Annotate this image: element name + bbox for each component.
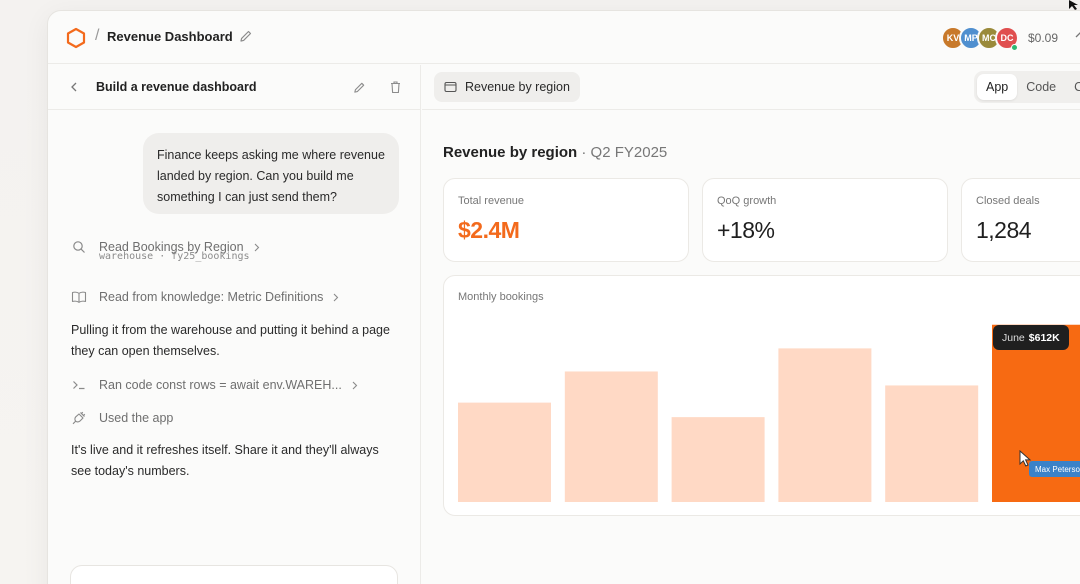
chart-tooltip: June $612K xyxy=(993,325,1069,350)
tool-step-read-knowledge[interactable]: Read from knowledge: Metric Definitions xyxy=(71,289,340,305)
message-composer[interactable] xyxy=(70,565,398,584)
assistant-message: Pulling it from the warehouse and puttin… xyxy=(71,323,390,358)
kpi-label: QoQ growth xyxy=(717,195,777,207)
app-window: / Revenue Dashboard KV MP MC DC $0.09 Bu… xyxy=(47,10,1080,584)
logo-icon[interactable] xyxy=(65,27,87,49)
search-icon xyxy=(73,241,85,253)
monthly-bookings-chart: Monthly bookings June $612K Max Peterson xyxy=(443,275,1080,516)
top-bar: / Revenue Dashboard KV MP MC DC $0.09 xyxy=(48,11,1080,64)
collaborator-avatars: KV MP MC DC xyxy=(941,26,1019,50)
dashboard-title: Revenue by region · Q2 FY2025 xyxy=(443,144,667,161)
breadcrumb-separator: / xyxy=(95,27,100,44)
tab-code[interactable]: Code xyxy=(1026,80,1057,94)
window-icon xyxy=(444,81,457,93)
cursor-icon xyxy=(1069,0,1078,10)
preview-header: Revenue by region App Code Co xyxy=(422,65,1080,110)
chart-bar[interactable] xyxy=(778,348,872,502)
kpi-label: Closed deals xyxy=(976,195,1040,207)
chart-bar[interactable] xyxy=(671,417,765,502)
usage-cost: $0.09 xyxy=(1028,31,1059,45)
pencil-icon[interactable] xyxy=(239,29,253,43)
chevron-right-icon xyxy=(254,243,259,251)
chat-panel: Build a revenue dashboard Finance keeps … xyxy=(48,65,421,584)
tab-app[interactable]: App xyxy=(977,74,1018,100)
pencil-icon[interactable] xyxy=(353,81,366,94)
tool-step-used-app[interactable]: Used the app xyxy=(71,410,173,426)
step-label: Ran code const rows = await env.WAREH... xyxy=(99,378,342,392)
kpi-card-total-revenue: Total revenue $2.4M xyxy=(443,178,689,262)
kpi-value: $2.4M xyxy=(458,217,520,243)
avatar-initials: MC xyxy=(982,33,996,43)
step-label: Read from knowledge: Metric Definitions xyxy=(99,290,324,304)
chart-bar[interactable] xyxy=(885,385,979,502)
tooltip-value: $612K xyxy=(1028,331,1060,344)
view-toggle: App Code Co xyxy=(974,71,1080,103)
chevron-up-icon[interactable] xyxy=(1074,29,1080,41)
tab-revenue-by-region[interactable]: Revenue by region xyxy=(434,72,580,102)
preview-panel: Revenue by region App Code Co Revenue by… xyxy=(422,65,1080,584)
chart-title: Monthly bookings xyxy=(458,291,544,303)
step-label: Used the app xyxy=(99,411,174,425)
assistant-message: It's live and it refreshes itself. Share… xyxy=(71,443,379,478)
tab-overflow[interactable]: Co xyxy=(1065,74,1080,100)
step-source: warehouse · fy25_bookings xyxy=(99,251,250,262)
avatar-initials: MP xyxy=(964,33,978,43)
user-message: Finance keeps asking me where revenue la… xyxy=(143,133,399,214)
cursor-icon xyxy=(1019,450,1032,467)
tool-step-ran-code[interactable]: Ran code const rows = await env.WAREH... xyxy=(71,377,359,393)
online-status-dot xyxy=(1011,44,1018,51)
chart-bar[interactable] xyxy=(458,402,551,502)
page-title: Revenue Dashboard xyxy=(107,29,233,44)
terminal-icon xyxy=(73,381,85,390)
trash-icon[interactable] xyxy=(389,80,402,94)
chevron-right-icon xyxy=(334,293,339,301)
avatar-initials: KV xyxy=(946,33,960,43)
chevron-right-icon xyxy=(352,381,358,389)
tab-label: Revenue by region xyxy=(465,80,570,94)
chevron-left-icon[interactable] xyxy=(68,81,80,93)
kpi-value: +18% xyxy=(717,217,775,243)
tool-step-read-bookings[interactable]: Read Bookings by Region xyxy=(71,239,261,255)
kpi-label: Total revenue xyxy=(458,195,525,207)
kpi-card-closed-deals: Closed deals 1,284 xyxy=(961,178,1080,262)
chart-bar[interactable] xyxy=(564,371,658,502)
plug-icon xyxy=(72,411,86,425)
chat-title: Build a revenue dashboard xyxy=(96,80,257,94)
tooltip-month: June xyxy=(1002,331,1025,344)
step-label: Read Bookings by Region xyxy=(99,240,244,254)
dashboard-period: · Q2 FY2025 xyxy=(581,144,668,161)
chat-header: Build a revenue dashboard xyxy=(48,65,420,110)
dashboard-title-text: Revenue by region xyxy=(443,144,578,161)
book-icon xyxy=(71,291,87,303)
avatar[interactable]: DC xyxy=(995,26,1019,50)
bar-chart xyxy=(458,324,1080,502)
avatar-initials: DC xyxy=(1000,33,1014,43)
collaborator-cursor-label: Max Peterson xyxy=(1029,461,1080,477)
kpi-card-qoq-growth: QoQ growth +18% xyxy=(702,178,948,262)
kpi-value: 1,284 xyxy=(976,217,1032,243)
